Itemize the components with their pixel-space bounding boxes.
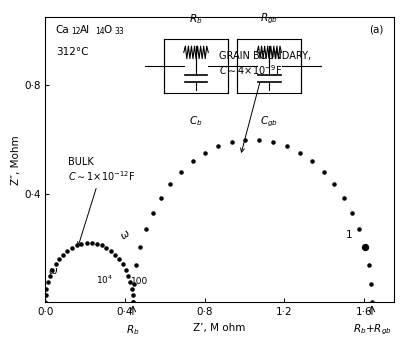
Point bbox=[242, 137, 249, 143]
Point bbox=[215, 144, 222, 149]
Text: 312°C: 312°C bbox=[56, 48, 88, 57]
X-axis label: Z’, M ohm: Z’, M ohm bbox=[193, 323, 246, 333]
Point bbox=[362, 244, 368, 249]
Point bbox=[321, 169, 327, 175]
Point bbox=[296, 150, 303, 156]
Point bbox=[103, 245, 110, 251]
Point bbox=[73, 243, 80, 248]
Text: Ca: Ca bbox=[56, 25, 70, 35]
Point bbox=[149, 210, 156, 216]
Point bbox=[112, 252, 119, 257]
Point bbox=[202, 150, 208, 156]
Point bbox=[45, 279, 51, 285]
Point bbox=[98, 243, 105, 248]
Point bbox=[341, 195, 347, 201]
Point bbox=[119, 261, 126, 267]
Point bbox=[78, 241, 85, 246]
Point bbox=[158, 195, 164, 201]
Point bbox=[68, 245, 75, 251]
Text: $R_b$: $R_b$ bbox=[126, 323, 140, 337]
Text: $\omega$: $\omega$ bbox=[118, 228, 132, 242]
Point bbox=[356, 227, 362, 232]
Point bbox=[130, 299, 136, 305]
Y-axis label: Z″, Mohm: Z″, Mohm bbox=[11, 135, 21, 185]
Point bbox=[88, 240, 95, 246]
Text: 1: 1 bbox=[346, 230, 352, 239]
Point bbox=[64, 248, 70, 253]
Point bbox=[42, 299, 49, 305]
Point bbox=[83, 240, 90, 246]
Text: 100: 100 bbox=[131, 277, 149, 286]
Text: $R_b$: $R_b$ bbox=[189, 12, 203, 26]
Text: Al: Al bbox=[80, 25, 90, 35]
Point bbox=[256, 137, 262, 143]
Point bbox=[369, 299, 375, 305]
Point bbox=[56, 256, 62, 262]
Point bbox=[137, 244, 143, 249]
Point bbox=[122, 267, 129, 272]
Text: 33: 33 bbox=[114, 27, 124, 36]
Point bbox=[49, 267, 56, 272]
Point bbox=[42, 293, 49, 298]
Point bbox=[116, 256, 122, 262]
Point bbox=[47, 273, 53, 278]
Point bbox=[365, 262, 372, 268]
Text: 14: 14 bbox=[95, 27, 105, 36]
Point bbox=[190, 159, 196, 164]
Point bbox=[331, 181, 338, 187]
Point bbox=[309, 159, 315, 164]
Text: $10^4$: $10^4$ bbox=[96, 274, 114, 286]
Text: (a): (a) bbox=[369, 25, 384, 35]
Text: $C_{gb}$: $C_{gb}$ bbox=[260, 115, 278, 129]
Point bbox=[125, 273, 132, 278]
Text: $R_b$+$R_{gb}$: $R_b$+$R_{gb}$ bbox=[352, 323, 391, 337]
Point bbox=[60, 252, 66, 257]
Point bbox=[270, 139, 277, 145]
Point bbox=[108, 248, 114, 253]
Point bbox=[349, 210, 356, 216]
Point bbox=[128, 286, 135, 291]
Point bbox=[94, 241, 100, 246]
Text: $R_{gb}$: $R_{gb}$ bbox=[260, 12, 278, 26]
Text: $C_b$: $C_b$ bbox=[189, 115, 203, 128]
Text: 12: 12 bbox=[71, 27, 81, 36]
Point bbox=[143, 227, 149, 232]
Point bbox=[133, 262, 139, 268]
Point bbox=[284, 144, 290, 149]
Text: BULK
$C{\sim}1{\times}10^{-12}$F: BULK $C{\sim}1{\times}10^{-12}$F bbox=[68, 157, 136, 246]
Text: O: O bbox=[104, 25, 112, 35]
Point bbox=[127, 279, 134, 285]
Text: GRAIN BOUNDARY,
$C{\sim}4{\times}10^{-9}$F: GRAIN BOUNDARY, $C{\sim}4{\times}10^{-9}… bbox=[219, 51, 311, 152]
Point bbox=[52, 261, 59, 267]
Bar bbox=[164, 39, 228, 93]
Point bbox=[43, 286, 50, 291]
Point bbox=[178, 169, 184, 175]
Point bbox=[129, 293, 136, 298]
Point bbox=[368, 281, 374, 286]
Text: $\omega$: $\omega$ bbox=[48, 266, 58, 276]
Point bbox=[228, 139, 235, 145]
Point bbox=[362, 244, 368, 249]
Point bbox=[130, 281, 137, 286]
Point bbox=[130, 299, 136, 305]
Point bbox=[167, 181, 174, 187]
Bar bbox=[237, 39, 301, 93]
